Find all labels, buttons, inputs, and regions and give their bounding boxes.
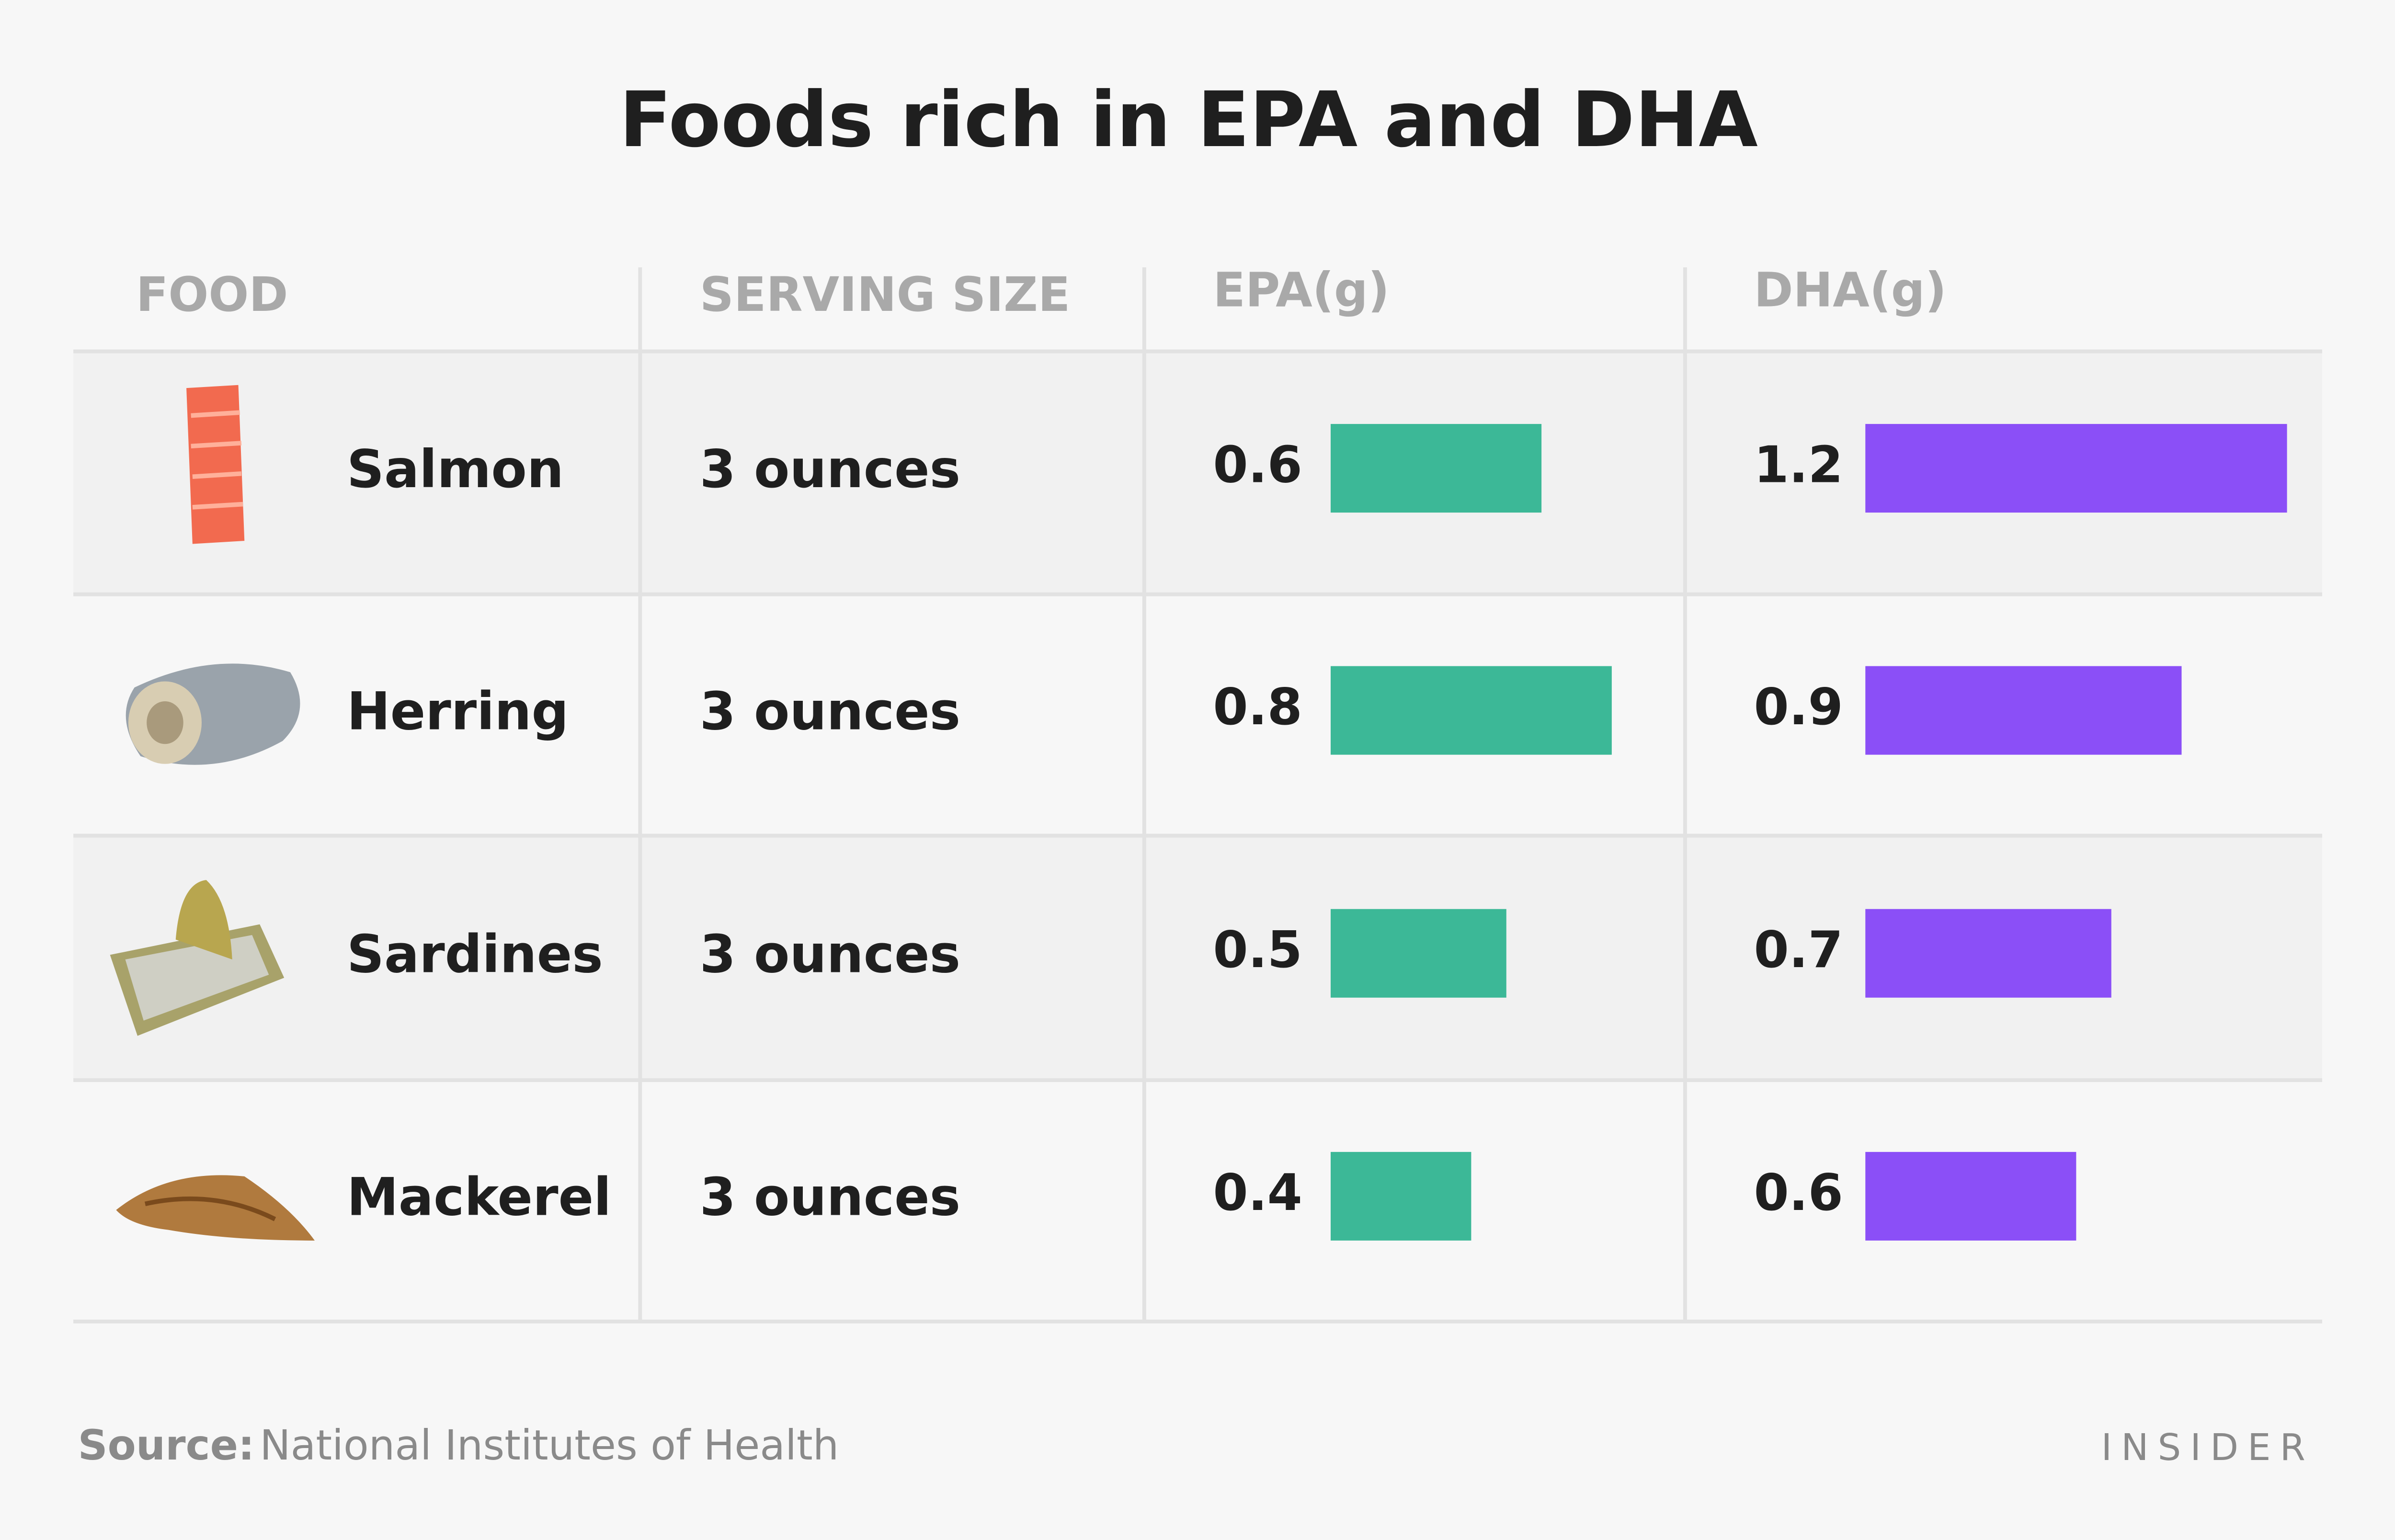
serving-size: 3 ounces [700,681,960,741]
table-rules [73,267,2322,1323]
bar [1865,909,2111,998]
serving-size: 3 ounces [700,439,960,500]
column-header: SERVING SIZE [700,267,1071,322]
food-name: Herring [347,681,569,741]
bar [1865,1152,2076,1241]
value-label: 0.8 [1213,677,1302,736]
serving-size: 3 ounces [700,1167,960,1228]
chart-title: Foods rich in EPA and DHA [619,75,1758,164]
sardines-icon [110,880,285,1036]
bar [1865,424,2287,513]
brand: INSIDER [2101,1426,2315,1469]
value-label: 0.9 [1754,677,1843,736]
value-label: 0.7 [1754,920,1843,979]
food-name: Mackerel [347,1167,611,1228]
value-label: 1.2 [1754,435,1843,494]
source: National Institutes of Health [260,1422,839,1470]
mackerel-icon [116,1175,315,1241]
value-label: 0.6 [1754,1163,1843,1222]
value-label: 0.6 [1213,435,1302,494]
value-label: 0.4 [1213,1163,1302,1222]
column-header: FOOD [136,267,288,322]
bar [1330,1152,1471,1241]
bar [1330,424,1542,513]
salmon-icon [186,385,245,544]
column-header: DHA(g) [1754,262,1946,318]
bar [1330,909,1506,998]
bar [1865,666,2182,755]
bar [1330,666,1612,755]
source-label: Source: [78,1422,255,1470]
column-header: EPA(g) [1213,262,1390,318]
herring-icon [125,663,300,765]
value-label: 0.5 [1213,920,1302,979]
serving-size: 3 ounces [700,924,960,985]
food-name: Salmon [347,439,564,500]
food-name: Sardines [347,924,603,985]
